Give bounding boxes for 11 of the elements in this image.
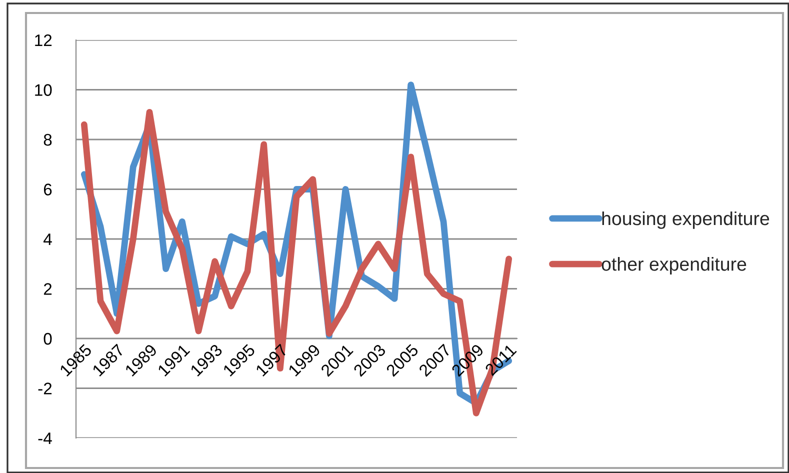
y-tick-label: 6 bbox=[44, 184, 52, 196]
y-tick-label: -4 bbox=[38, 432, 52, 444]
y-tick-label: 0 bbox=[44, 332, 52, 345]
y-tick-label: 4 bbox=[44, 234, 52, 246]
legend-label: housing expenditure bbox=[602, 211, 770, 229]
y-tick-label: 8 bbox=[44, 134, 52, 146]
legend-label: other expenditure bbox=[602, 257, 746, 275]
y-tick-label: 10 bbox=[35, 84, 52, 96]
y-tick-label: 12 bbox=[35, 34, 52, 46]
y-tick-label: 2 bbox=[44, 283, 52, 295]
y-tick-label: -2 bbox=[38, 382, 52, 394]
